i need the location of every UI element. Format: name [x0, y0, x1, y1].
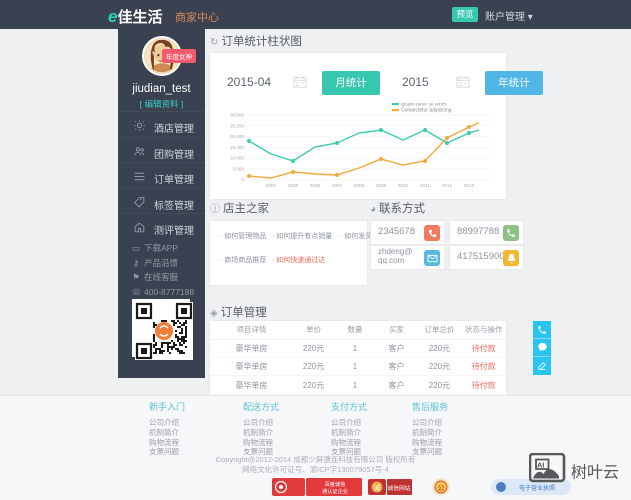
svg-text:百度诚信: 百度诚信: [325, 480, 346, 488]
svg-text:10,000: 10,000: [230, 156, 244, 161]
svg-text:2010: 2010: [398, 183, 409, 188]
svg-text:30,000: 30,000: [230, 113, 244, 118]
svg-text:通认证企业: 通认证企业: [322, 487, 348, 495]
svg-text:2009: 2009: [376, 183, 387, 188]
svg-text:2004: 2004: [266, 183, 277, 188]
svg-text:2008: 2008: [354, 183, 365, 188]
svg-text:2013: 2013: [464, 183, 475, 188]
svg-text:AI: AI: [537, 461, 545, 470]
svg-text:2005: 2005: [288, 183, 299, 188]
svg-text:2012: 2012: [442, 183, 453, 188]
svg-text:Consectetur adipiscing: Consectetur adipiscing: [401, 108, 452, 114]
svg-text:诚信网站: 诚信网站: [387, 484, 410, 492]
svg-text:诚: 诚: [374, 483, 381, 492]
svg-text:0: 0: [241, 177, 244, 182]
svg-text:2011: 2011: [420, 183, 430, 188]
svg-text:20,000: 20,000: [230, 134, 244, 139]
svg-text:25,000: 25,000: [230, 123, 244, 128]
svg-text:2007: 2007: [332, 183, 343, 188]
svg-text:2006: 2006: [310, 183, 321, 188]
svg-text:公: 公: [438, 485, 445, 492]
svg-text:5,000: 5,000: [233, 167, 245, 172]
svg-text:15,000: 15,000: [230, 145, 244, 150]
svg-text:树叶云: 树叶云: [571, 464, 619, 482]
